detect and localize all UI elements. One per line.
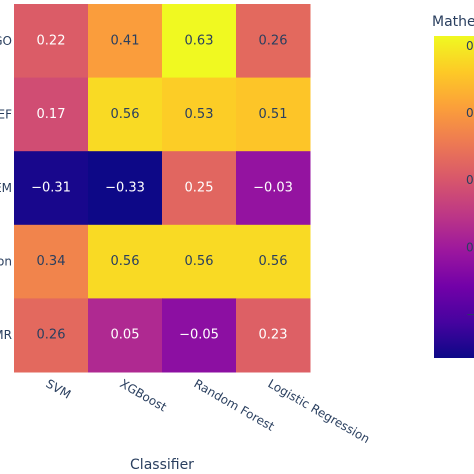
colorbar: Mathe 0 0 0 0 −	[432, 14, 474, 358]
heatmap-cell	[236, 77, 311, 152]
heatmap-cell	[14, 224, 89, 299]
heatmap-cell	[162, 77, 237, 152]
heatmap-cell	[88, 298, 163, 373]
cell-value-label: 0.56	[111, 254, 140, 269]
x-axis-title: Classifier	[130, 457, 194, 473]
cell-value-label: 0.51	[259, 107, 288, 122]
cell-value-label: 0.63	[185, 33, 214, 48]
cell-value-label: 0.25	[185, 181, 214, 196]
colorbar-tick-label: −	[466, 307, 474, 321]
heatmap-cell	[14, 298, 89, 373]
heatmap-cell	[88, 4, 163, 79]
cell-value-label: 0.26	[259, 33, 288, 48]
heatmap-cell	[236, 298, 311, 373]
heatmap-cell	[162, 4, 237, 79]
colorbar-gradient	[434, 36, 474, 358]
heatmap-cell	[14, 151, 89, 226]
colorbar-ticks: 0 0 0 0 −	[466, 39, 474, 321]
heatmap-cell	[14, 4, 89, 79]
y-tick-label: MR	[0, 328, 12, 342]
cell-value-label: 0.26	[37, 328, 66, 343]
cell-value-label: 0.56	[259, 254, 288, 269]
x-tick-label: Random Forest	[192, 376, 277, 433]
cell-value-label: −0.05	[179, 328, 219, 343]
colorbar-title: Mathe	[432, 14, 474, 30]
colorbar-tick-label: 0	[466, 240, 474, 254]
colorbar-tick-label: 0	[466, 106, 474, 120]
x-tick-label: SVM	[44, 376, 74, 401]
colorbar-tick-label: 0	[466, 173, 474, 187]
cell-value-label: −0.03	[253, 181, 293, 196]
x-tick-label: XGBoost	[118, 376, 170, 414]
cell-value-label: −0.33	[105, 181, 145, 196]
y-tick-label: on	[0, 255, 12, 269]
cell-value-label: 0.56	[111, 107, 140, 122]
heatmap-cell	[236, 224, 311, 299]
heatmap-cells: 0.22 0.41 0.63 0.26 0.17 0.56 0.53 0.51 −0.31 −0.…	[14, 4, 311, 373]
y-axis-labels: GO EF EM on MR	[0, 34, 12, 342]
cell-value-label: 0.22	[37, 33, 66, 48]
y-tick-label: EM	[0, 181, 12, 195]
heatmap-cell	[14, 77, 89, 152]
heatmap-cell	[162, 151, 237, 226]
heatmap-cell	[162, 224, 237, 299]
x-tick-label: Logistic Regression	[266, 376, 373, 446]
heatmap-cell	[236, 151, 311, 226]
heatmap-cell	[162, 298, 237, 373]
cell-value-label: 0.05	[111, 328, 140, 343]
cell-value-label: 0.53	[185, 107, 214, 122]
y-tick-label: EF	[0, 107, 12, 121]
heatmap-cell	[88, 224, 163, 299]
colorbar-tick-label: 0	[466, 39, 474, 53]
cell-value-label: 0.17	[37, 107, 66, 122]
heatmap-cell	[88, 77, 163, 152]
cell-value-label: 0.23	[259, 328, 288, 343]
heatmap-cell	[88, 151, 163, 226]
y-tick-label: GO	[0, 34, 12, 48]
heatmap-cell	[236, 4, 311, 79]
cell-value-label: −0.31	[31, 181, 71, 196]
cell-value-label: 0.34	[37, 254, 66, 269]
cell-value-label: 0.41	[111, 33, 140, 48]
cell-value-label: 0.56	[185, 254, 214, 269]
